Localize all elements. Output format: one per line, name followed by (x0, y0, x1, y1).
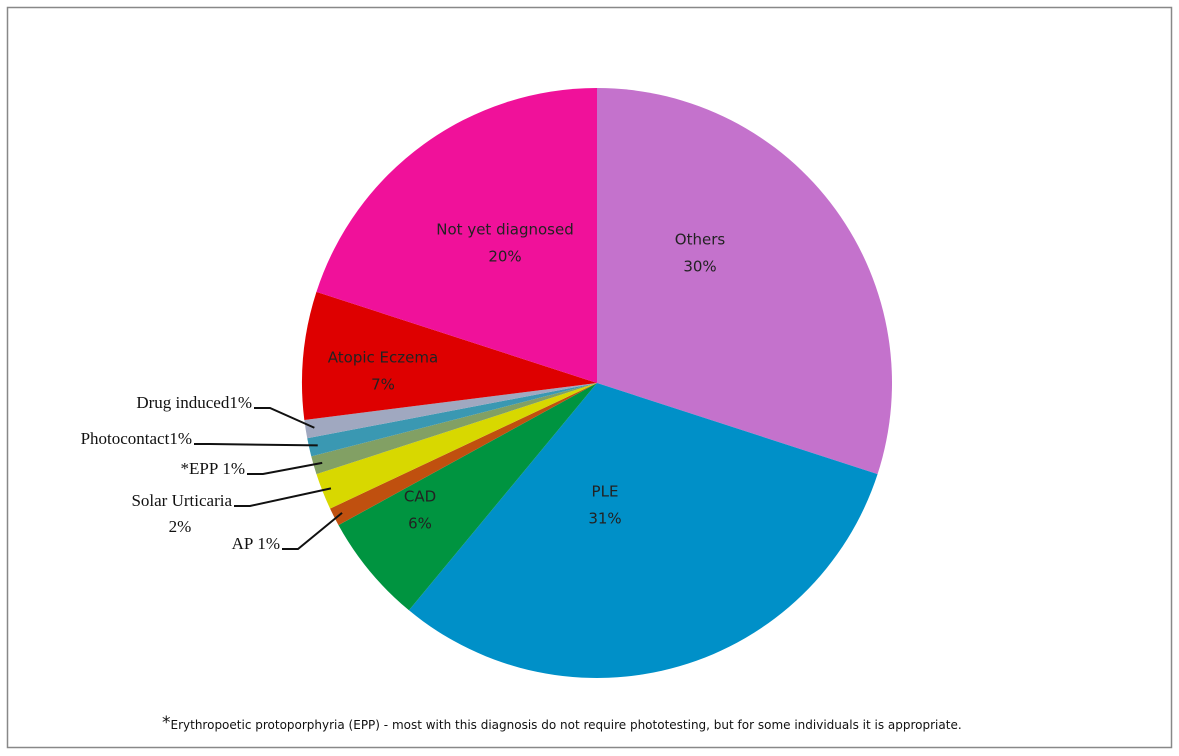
pie-slice (316, 88, 597, 383)
slice-value: 1% (229, 393, 252, 412)
slice-label: Drug induced1% (136, 393, 252, 412)
pie-slice (302, 291, 597, 420)
slice-value: 1% (169, 429, 192, 448)
leader-line (247, 461, 323, 475)
slice-label: Not yet diagnosed (436, 221, 573, 239)
slice-label: CAD (404, 488, 436, 506)
slice-label: AP 1% (232, 534, 280, 553)
slice-label: *EPP 1% (181, 459, 245, 478)
pie-slice (338, 383, 597, 611)
footnote: *Erythropoetic protoporphyria (EPP) - mo… (162, 713, 962, 733)
leader-line (234, 487, 332, 507)
leader-line (194, 443, 318, 447)
pie-slice (597, 88, 892, 475)
slice-label-name: Drug induced (136, 393, 230, 412)
slice-value: 7% (371, 376, 395, 394)
slice-value: 1% (257, 534, 280, 553)
slice-value: 30% (683, 258, 716, 276)
slice-value: 2% (169, 517, 192, 536)
leader-line (282, 512, 343, 550)
pie-slice (311, 383, 597, 475)
slice-label: PLE (592, 483, 619, 501)
pie-slice (408, 383, 878, 678)
pie-slice (307, 383, 597, 457)
slice-label: Others (675, 231, 726, 249)
footnote-marker: * (162, 713, 171, 733)
slice-label-name: *EPP (181, 459, 219, 478)
slice-value: 6% (408, 515, 432, 533)
slice-value: 31% (588, 510, 621, 528)
slice-label-name: AP (232, 534, 254, 553)
footnote-text: Erythropoetic protoporphyria (EPP) - mos… (171, 718, 962, 732)
slice-label: Photocontact1% (81, 429, 192, 448)
pie-slice (330, 383, 597, 526)
slice-label-name: Photocontact (81, 429, 170, 448)
pie-slice (316, 383, 597, 509)
pie-slice (304, 383, 597, 439)
leader-line (254, 407, 315, 429)
slice-label: Atopic Eczema (328, 349, 438, 367)
slice-value: 20% (488, 248, 521, 266)
slice-label: Solar Urticaria (131, 491, 232, 510)
slice-value: 1% (222, 459, 245, 478)
